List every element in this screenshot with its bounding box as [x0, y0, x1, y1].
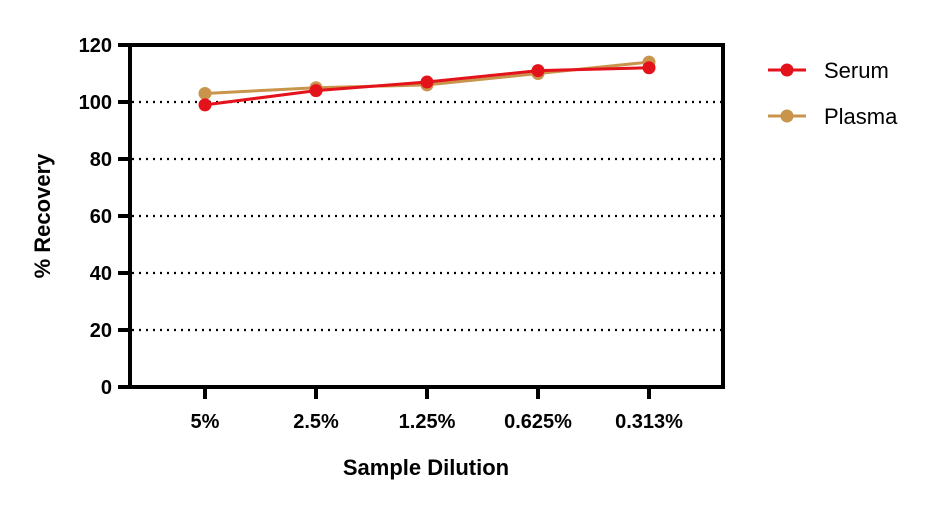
y-tick-label: 0 [101, 377, 112, 399]
y-tick-label: 120 [79, 35, 112, 57]
series [198, 55, 656, 112]
x-axis: 5% 2.5% 1.25% 0.625% 0.313% [191, 387, 683, 433]
data-point-plasma [198, 86, 212, 100]
y-tick-label: 40 [90, 263, 112, 285]
legend-label: Serum [824, 58, 889, 83]
x-tick-label: 2.5% [293, 411, 339, 433]
y-tick-label: 60 [90, 206, 112, 228]
y-axis: 0 20 40 60 80 100 120 [79, 35, 130, 399]
y-tick-label: 100 [79, 92, 112, 114]
y-axis-title: % Recovery [30, 153, 55, 279]
data-point-serum [531, 64, 545, 78]
y-tick-label: 20 [90, 320, 112, 342]
data-point-serum [198, 98, 212, 112]
data-point-serum [309, 84, 323, 98]
legend: Serum Plasma [768, 58, 898, 129]
legend-label: Plasma [824, 104, 898, 129]
x-tick-label: 1.25% [399, 411, 456, 433]
legend-swatch-marker [780, 109, 794, 123]
legend-swatch-marker [780, 63, 794, 77]
x-tick-label: 5% [191, 411, 220, 433]
x-axis-title: Sample Dilution [343, 455, 509, 480]
y-tick-label: 80 [90, 149, 112, 171]
data-point-serum [420, 75, 434, 89]
x-tick-label: 0.313% [615, 411, 683, 433]
data-point-serum [642, 61, 656, 75]
x-tick-label: 0.625% [504, 411, 572, 433]
